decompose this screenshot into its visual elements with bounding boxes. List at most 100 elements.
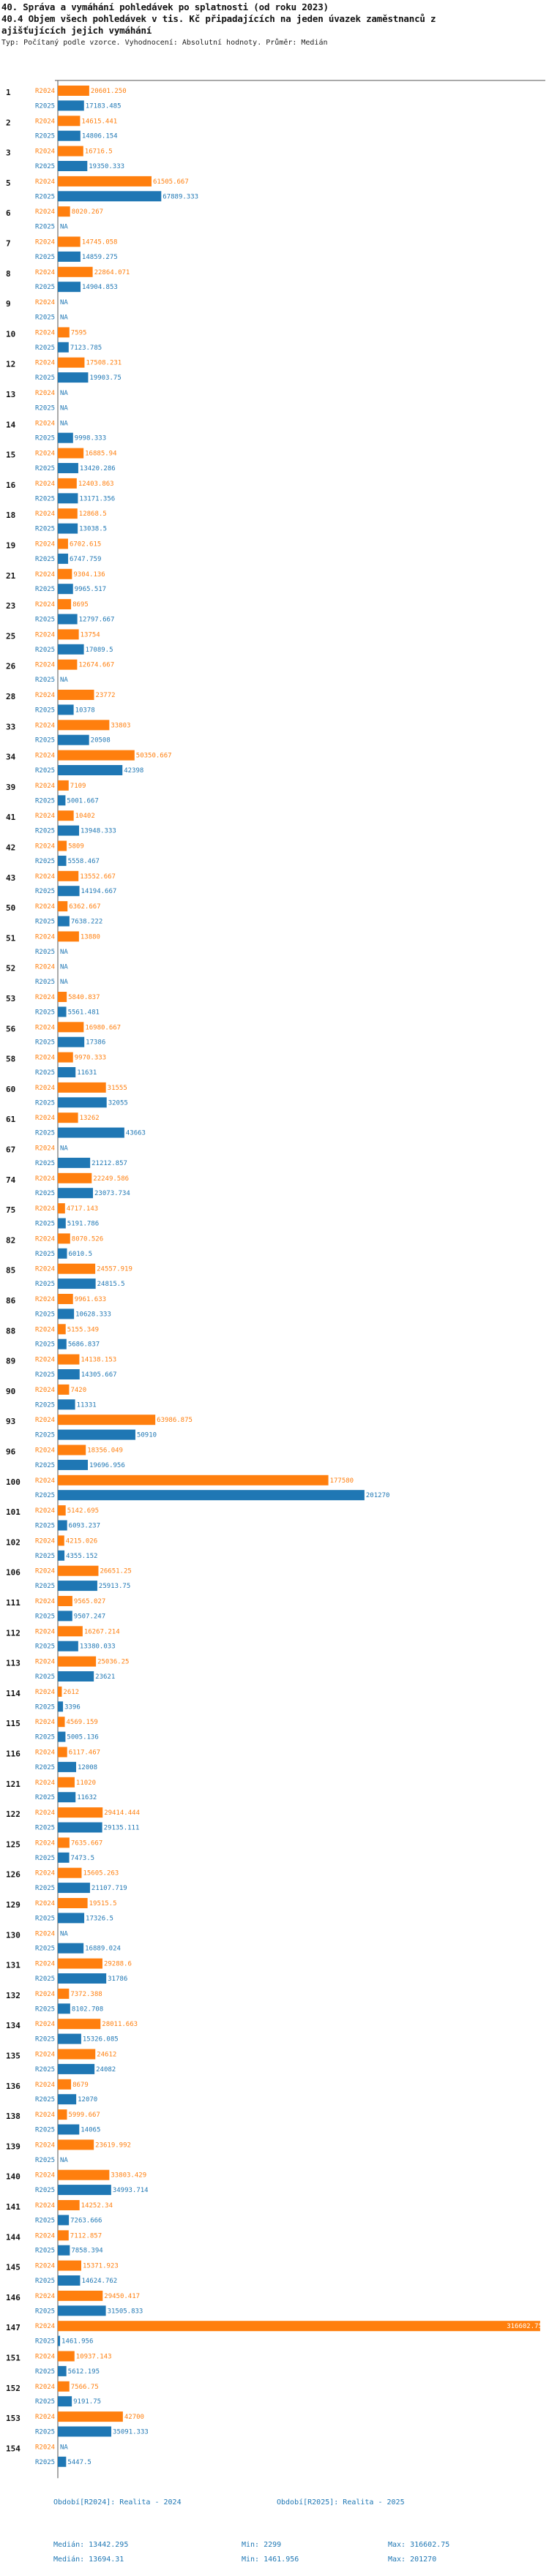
bar-r2025 — [58, 1641, 78, 1652]
series-label-r2025: R2025 — [35, 2308, 55, 2315]
stat-min-2025: Min: 1461.956 — [242, 2556, 299, 2564]
group-label: 111 — [6, 1598, 20, 1608]
bar-r2025 — [58, 2335, 61, 2346]
value-label-r2024: 8679 — [72, 2082, 89, 2089]
value-label-r2025: 14904.853 — [82, 284, 118, 291]
bar-r2025 — [58, 1671, 94, 1681]
value-label-r2024: 11020 — [76, 1780, 96, 1787]
chart-meta: Typ: Počítaný podle vzorce. Vyhodnocení:… — [1, 39, 328, 47]
bar-r2024 — [58, 1172, 92, 1183]
value-label-r2024: 9961.633 — [75, 1296, 106, 1303]
bar-r2024 — [58, 2381, 70, 2392]
series-label-r2025: R2025 — [35, 1009, 55, 1016]
value-label-r2024: 316602.75 — [507, 2323, 542, 2330]
na-label: NA — [60, 964, 68, 971]
bar-r2025 — [58, 2003, 70, 2014]
series-label-r2024: R2024 — [35, 994, 55, 1001]
bar-r2025 — [58, 795, 66, 806]
series-label-r2024: R2024 — [35, 1961, 55, 1968]
value-label-r2025: 34993.714 — [113, 2187, 149, 2194]
bar-r2025 — [58, 1188, 94, 1199]
series-label-r2025: R2025 — [35, 344, 55, 352]
group-label: 3 — [6, 148, 11, 158]
value-label-r2025: 14806.154 — [82, 133, 118, 140]
group-label: 61 — [6, 1115, 16, 1124]
series-label-r2025: R2025 — [35, 1432, 55, 1439]
series-label-r2025: R2025 — [35, 979, 55, 986]
group-label: 52 — [6, 964, 15, 973]
series-label-r2025: R2025 — [35, 1251, 55, 1258]
bar-r2025 — [58, 1761, 76, 1772]
group-label: 43 — [6, 873, 15, 883]
bar-r2025 — [58, 614, 78, 625]
series-label-r2025: R2025 — [35, 1885, 55, 1892]
value-label-r2024: 6362.667 — [69, 903, 100, 911]
value-label-r2024: 10937.143 — [76, 2354, 112, 2361]
group-label: 146 — [6, 2293, 20, 2302]
value-label-r2025: 35091.333 — [113, 2429, 149, 2436]
series-label-r2024: R2024 — [35, 1447, 55, 1455]
value-label-r2025: 42398 — [124, 767, 143, 775]
bar-r2024 — [58, 1384, 70, 1395]
series-label-r2024: R2024 — [35, 178, 55, 186]
value-label-r2025: 19903.75 — [89, 374, 121, 382]
bar-r2025 — [58, 161, 88, 171]
bar-r2025 — [58, 191, 162, 202]
value-label-r2025: 10378 — [75, 707, 95, 714]
value-label-r2024: 7566.75 — [71, 2384, 99, 2391]
series-label-r2024: R2024 — [35, 662, 55, 669]
series-label-r2024: R2024 — [35, 1477, 55, 1485]
bar-r2025 — [58, 2456, 67, 2467]
value-label-r2025: 1461.956 — [61, 2338, 93, 2346]
bar-r2025 — [58, 1308, 75, 1319]
bar-r2024 — [58, 1807, 103, 1818]
series-label-r2025: R2025 — [35, 224, 55, 231]
series-label-r2024: R2024 — [35, 420, 55, 427]
series-label-r2024: R2024 — [35, 2263, 55, 2270]
series-label-r2025: R2025 — [35, 1160, 55, 1167]
group-label: 67 — [6, 1145, 15, 1155]
value-label-r2024: 18356.049 — [87, 1447, 123, 1455]
series-label-r2024: R2024 — [35, 329, 55, 336]
bar-r2024 — [58, 2230, 69, 2241]
group-label: 26 — [6, 662, 16, 671]
series-label-r2025: R2025 — [35, 1099, 55, 1107]
value-label-r2025: 17326.5 — [86, 1915, 113, 1922]
value-label-r2024: 14615.441 — [81, 118, 117, 125]
value-label-r2024: 5999.667 — [68, 2112, 100, 2119]
group-label: 125 — [6, 1839, 20, 1849]
series-label-r2024: R2024 — [35, 1266, 55, 1273]
bar-r2025 — [58, 1459, 88, 1470]
series-label-r2024: R2024 — [35, 88, 55, 95]
value-label-r2025: 23621 — [95, 1673, 115, 1681]
series-label-r2025: R2025 — [35, 2459, 55, 2466]
bar-r2025 — [58, 765, 123, 775]
group-label: 13 — [6, 390, 15, 399]
series-label-r2025: R2025 — [35, 2338, 55, 2346]
value-label-r2025: 19350.333 — [89, 163, 124, 170]
bar-r2024 — [58, 1112, 78, 1123]
value-label-r2024: 15371.923 — [83, 2263, 119, 2270]
series-label-r2025: R2025 — [35, 1039, 55, 1047]
series-label-r2025: R2025 — [35, 163, 55, 170]
bar-r2025 — [58, 2426, 112, 2437]
series-label-r2025: R2025 — [35, 2398, 55, 2406]
series-label-r2025: R2025 — [35, 949, 55, 956]
bar-r2025 — [58, 1067, 76, 1077]
bar-r2025 — [58, 2033, 81, 2044]
na-label: NA — [60, 1145, 68, 1153]
value-label-r2024: 61505.667 — [153, 178, 189, 186]
series-label-r2025: R2025 — [35, 1583, 55, 1590]
series-label-r2025: R2025 — [35, 1794, 55, 1801]
series-label-r2024: R2024 — [35, 2082, 55, 2089]
series-label-r2025: R2025 — [35, 1190, 55, 1197]
bar-r2024 — [58, 1565, 99, 1576]
bar-r2025 — [58, 1278, 96, 1289]
bar-r2024 — [58, 2139, 94, 2150]
value-label-r2025: 13380.033 — [80, 1643, 116, 1651]
value-label-r2024: 7372.388 — [70, 1991, 102, 1998]
bar-r2025 — [58, 2245, 70, 2256]
series-label-r2024: R2024 — [35, 2052, 55, 2059]
bar-r2024 — [58, 236, 81, 247]
series-label-r2024: R2024 — [35, 843, 55, 851]
